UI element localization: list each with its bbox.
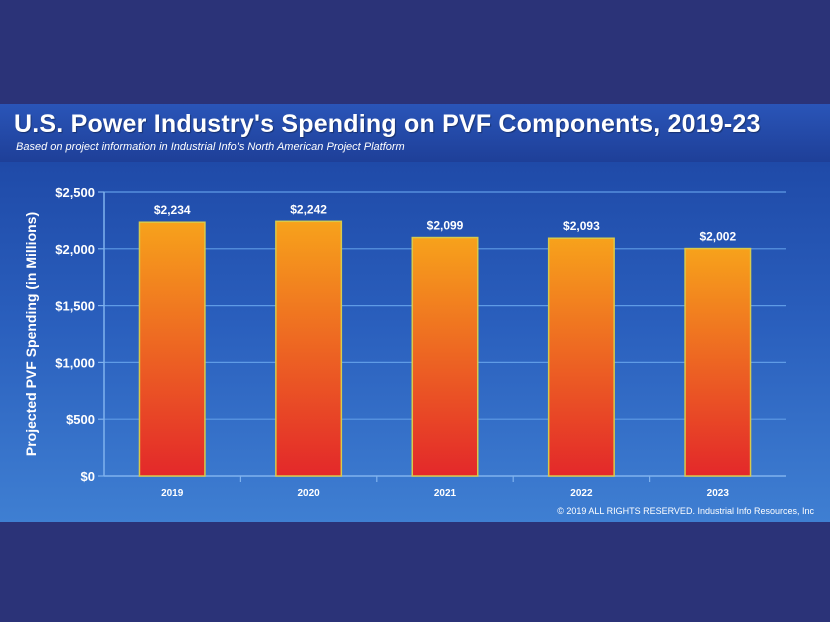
labels: $0 $500 $1,000 $1,500 $2,000 $2,500 $2,234 2019… xyxy=(55,185,736,499)
y-tick-label: $0 xyxy=(81,469,95,484)
bar-chart: $0 $500 $1,000 $1,500 $2,000 $2,500 $2,234 2019… xyxy=(23,185,786,499)
y-axis-label: Projected PVF Spending (in Millions) xyxy=(23,212,39,456)
y-tick-label: $1,000 xyxy=(55,355,95,370)
x-tick-label: 2021 xyxy=(434,488,457,499)
chart-panel: U.S. Power Industry's Spending on PVF Co… xyxy=(0,104,830,522)
x-tick-label: 2022 xyxy=(570,488,593,499)
bar-2023 xyxy=(684,247,752,477)
bar-2019 xyxy=(138,221,206,477)
chart-title: U.S. Power Industry's Spending on PVF Co… xyxy=(14,110,761,138)
chart-header: U.S. Power Industry's Spending on PVF Co… xyxy=(0,104,830,163)
bar-2021 xyxy=(411,236,479,477)
data-label-2019: $2,234 xyxy=(154,203,191,217)
chart-subtitle: Based on project information in Industri… xyxy=(16,141,405,153)
copyright-text: © 2019 ALL RIGHTS RESERVED. Industrial I… xyxy=(557,506,814,516)
y-tick-label: $2,000 xyxy=(55,242,95,257)
y-tick-label: $1,500 xyxy=(55,299,95,314)
bars xyxy=(138,220,752,477)
x-tick-label: 2023 xyxy=(707,488,730,499)
data-label-2020: $2,242 xyxy=(290,202,327,216)
data-label-2022: $2,093 xyxy=(563,219,600,233)
bar-2020 xyxy=(275,220,343,477)
y-tick-label: $2,500 xyxy=(55,185,95,200)
data-label-2023: $2,002 xyxy=(699,230,736,244)
data-label-2021: $2,099 xyxy=(427,219,464,233)
y-tick-label: $500 xyxy=(66,412,95,427)
x-tick-label: 2020 xyxy=(297,488,320,499)
x-tick-label: 2019 xyxy=(161,488,184,499)
bar-2022 xyxy=(547,237,615,477)
